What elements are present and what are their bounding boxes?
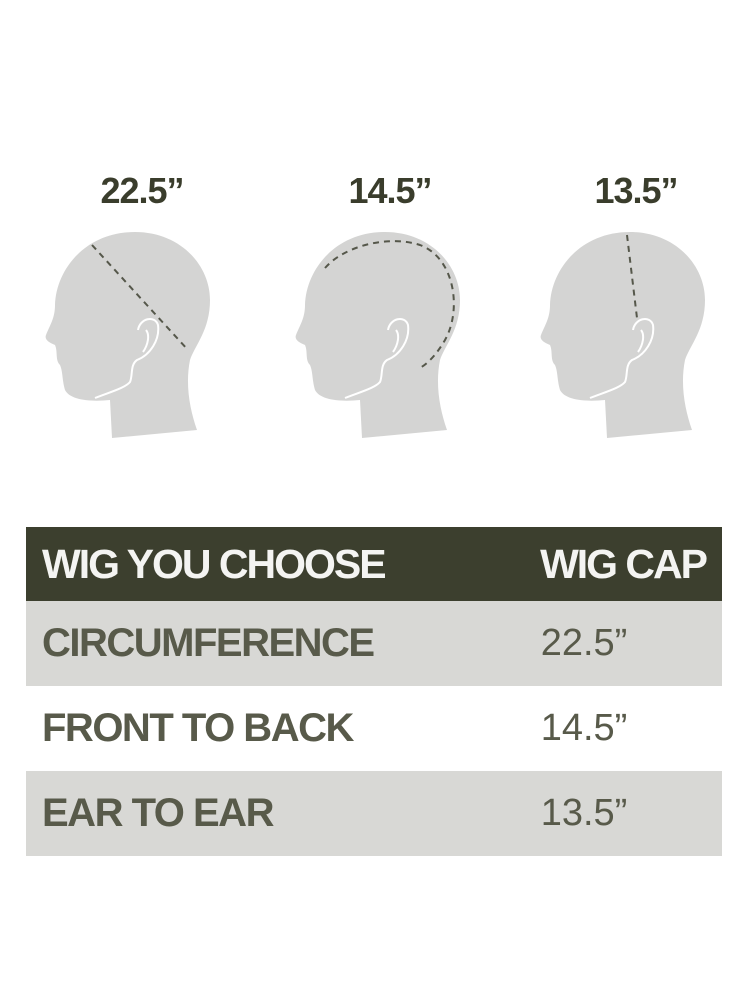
table-row: EAR TO EAR 13.5” xyxy=(26,771,722,856)
head-ear-to-ear xyxy=(539,231,706,439)
header-wig-you-choose: WIG YOU CHOOSE xyxy=(42,540,387,587)
row-name: CIRCUMFERENCE xyxy=(42,621,375,665)
ear-to-ear-label: 13.5” xyxy=(594,170,678,211)
circumference-dashed-line xyxy=(91,244,189,351)
front-to-back-label: 14.5” xyxy=(348,170,432,211)
head-front-to-back xyxy=(294,231,461,439)
front-to-back-dashed-line xyxy=(324,240,455,369)
row-value: 22.5” xyxy=(540,622,628,664)
circumference-label: 22.5” xyxy=(100,170,184,211)
table-row: FRONT TO BACK 14.5” xyxy=(26,686,722,771)
header-wig-cap: WIG CAP xyxy=(540,540,708,587)
table-row: CIRCUMFERENCE 22.5” xyxy=(26,601,722,686)
size-table: WIG YOU CHOOSE WIG CAP CIRCUMFERENCE 22.… xyxy=(26,527,722,856)
row-name: FRONT TO BACK xyxy=(42,706,354,750)
head-diagrams xyxy=(44,231,706,439)
ear-to-ear-dashed-line xyxy=(626,234,638,319)
row-value: 13.5” xyxy=(540,792,628,834)
row-value: 14.5” xyxy=(540,707,628,749)
head-circumference xyxy=(44,231,211,439)
table-header: WIG YOU CHOOSE WIG CAP xyxy=(26,527,722,601)
row-name: EAR TO EAR xyxy=(42,791,274,835)
